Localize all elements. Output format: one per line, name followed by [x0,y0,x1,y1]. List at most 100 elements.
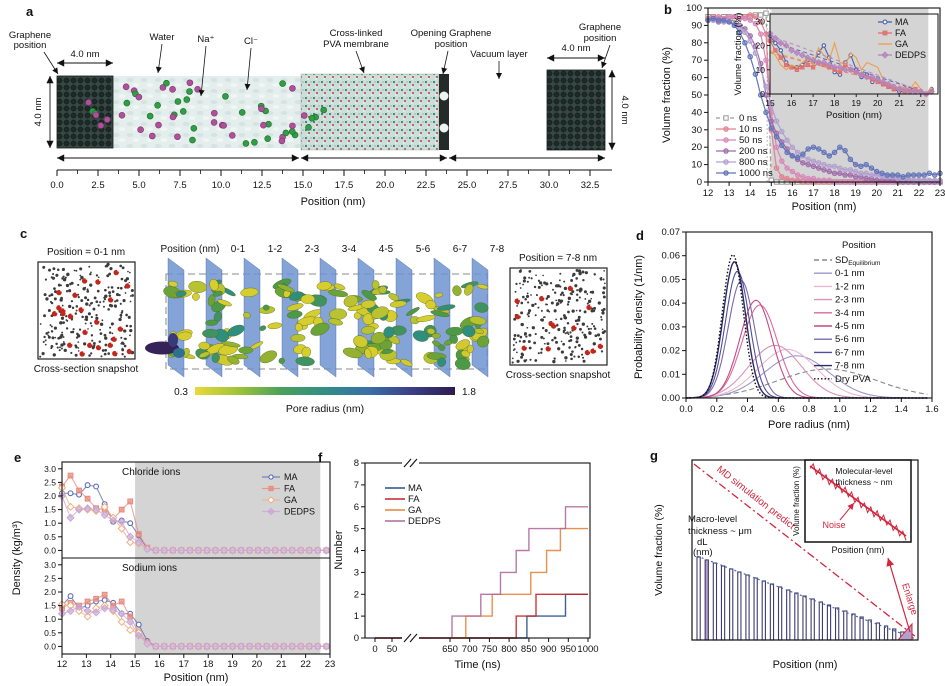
panel-letter-d: d [636,228,644,243]
svg-text:4.0 nm: 4.0 nm [33,97,44,126]
svg-text:Enlarge: Enlarge [899,582,920,617]
svg-text:2: 2 [354,589,359,600]
svg-text:10: 10 [756,65,766,75]
svg-text:17.5: 17.5 [335,180,354,191]
svg-text:15: 15 [130,659,141,670]
svg-text:16: 16 [787,188,798,199]
svg-text:0-1: 0-1 [231,244,246,255]
svg-text:30: 30 [691,125,702,136]
svg-text:Position (nm): Position (nm) [792,201,857,213]
svg-text:50 ns: 50 ns [739,135,762,146]
svg-text:Volume fraction (%): Volume fraction (%) [653,504,665,596]
svg-text:2.5: 2.5 [44,573,56,583]
svg-text:22: 22 [916,98,926,108]
svg-text:Number: Number [333,530,345,569]
svg-text:Cross-linked: Cross-linked [330,28,383,39]
panel-letter-c: c [20,226,28,241]
svg-text:50: 50 [691,90,702,101]
svg-text:1.0: 1.0 [44,518,56,528]
svg-text:Dry PVA: Dry PVA [835,374,871,385]
svg-text:0: 0 [354,633,359,644]
svg-text:0.06: 0.06 [662,251,681,262]
svg-text:3: 3 [354,567,359,578]
svg-text:0.5: 0.5 [44,628,56,638]
svg-text:20: 20 [252,659,263,670]
svg-text:19: 19 [850,188,861,199]
svg-text:Position: Position [842,240,876,251]
svg-text:10.0: 10.0 [212,180,231,191]
svg-text:20: 20 [871,188,882,199]
svg-text:0.6: 0.6 [772,404,785,415]
svg-text:Density (kg/m³): Density (kg/m³) [11,521,23,596]
svg-text:100: 100 [686,3,702,14]
svg-text:8: 8 [354,458,359,469]
svg-text:750: 750 [482,644,498,655]
svg-text:950: 950 [560,644,576,655]
svg-text:23: 23 [935,188,945,199]
svg-text:1000: 1000 [577,644,598,655]
svg-text:DEDPS: DEDPS [408,516,441,527]
panel-f-ion-number-chart: 0 50 650 700 750 800 850 900 950 1000 0 1 2 3 4 5 6 7 8 Tim… [330,440,648,686]
svg-text:900: 900 [541,644,557,655]
panel-letter-b: b [664,2,672,17]
svg-text:Volume fraction (%): Volume fraction (%) [792,466,801,536]
svg-text:12.5: 12.5 [253,180,272,191]
svg-text:23: 23 [325,659,336,670]
svg-text:GA: GA [895,39,908,49]
svg-text:13: 13 [724,188,735,199]
svg-text:1.8: 1.8 [462,387,476,398]
svg-text:2-3 nm: 2-3 nm [835,295,865,306]
svg-text:21: 21 [893,188,904,199]
svg-text:15: 15 [766,188,777,199]
svg-text:21: 21 [894,98,904,108]
svg-text:Sodium ions: Sodium ions [122,563,177,574]
svg-text:Position (nm): Position (nm) [831,545,884,555]
svg-text:12: 12 [57,659,68,670]
svg-text:22: 22 [300,659,311,670]
svg-text:Position (nm): Position (nm) [161,244,220,255]
svg-text:MA: MA [408,483,423,494]
svg-text:position: position [435,39,468,50]
svg-text:0: 0 [372,644,377,655]
svg-text:19: 19 [851,98,861,108]
svg-text:0.8: 0.8 [802,404,815,415]
svg-text:20: 20 [756,41,766,51]
svg-text:17: 17 [808,188,819,199]
svg-text:FA: FA [408,494,420,505]
svg-text:GA: GA [284,495,297,505]
panel-letter-a: a [26,4,34,19]
svg-text:15: 15 [765,98,775,108]
svg-text:6-7: 6-7 [453,244,468,255]
svg-text:650: 650 [442,644,458,655]
panel-b-volume-fraction-chart: 12 13 14 15 16 17 18 19 20 21 22 23 0 10 20 30 40 50 60 70 8… [660,0,945,222]
svg-text:Volume fraction (%): Volume fraction (%) [661,47,673,143]
svg-text:70: 70 [691,55,702,66]
svg-text:16: 16 [154,659,165,670]
svg-text:90: 90 [691,20,702,31]
svg-text:0.00: 0.00 [662,393,681,404]
svg-text:1.5: 1.5 [44,505,56,515]
svg-text:20.0: 20.0 [376,180,395,191]
svg-text:Cl⁻: Cl⁻ [244,36,258,47]
panel-g-schematic: MD simulation predict Macro-level thicknes… [648,440,945,686]
svg-text:3-4: 3-4 [342,244,357,255]
svg-text:32.5: 32.5 [581,180,600,191]
svg-text:3.0: 3.0 [44,464,56,474]
svg-text:800 ns: 800 ns [739,157,768,168]
svg-text:Graphene: Graphene [9,30,51,41]
svg-text:1.4: 1.4 [895,404,908,415]
svg-text:Position (nm): Position (nm) [826,110,882,121]
svg-text:6: 6 [354,502,359,513]
svg-text:7-8 nm: 7-8 nm [835,361,865,372]
svg-text:17: 17 [808,98,818,108]
svg-text:2.0: 2.0 [44,587,56,597]
svg-text:0 ns: 0 ns [739,113,757,124]
svg-text:Time (ns): Time (ns) [454,659,500,671]
svg-text:7: 7 [354,480,359,491]
svg-text:Vacuum layer: Vacuum layer [470,49,527,60]
svg-text:22: 22 [914,188,925,199]
svg-text:1.5: 1.5 [44,601,56,611]
svg-text:14: 14 [105,659,116,670]
svg-text:Noise: Noise [822,520,845,530]
svg-text:Cross-section snapshot: Cross-section snapshot [506,370,611,381]
